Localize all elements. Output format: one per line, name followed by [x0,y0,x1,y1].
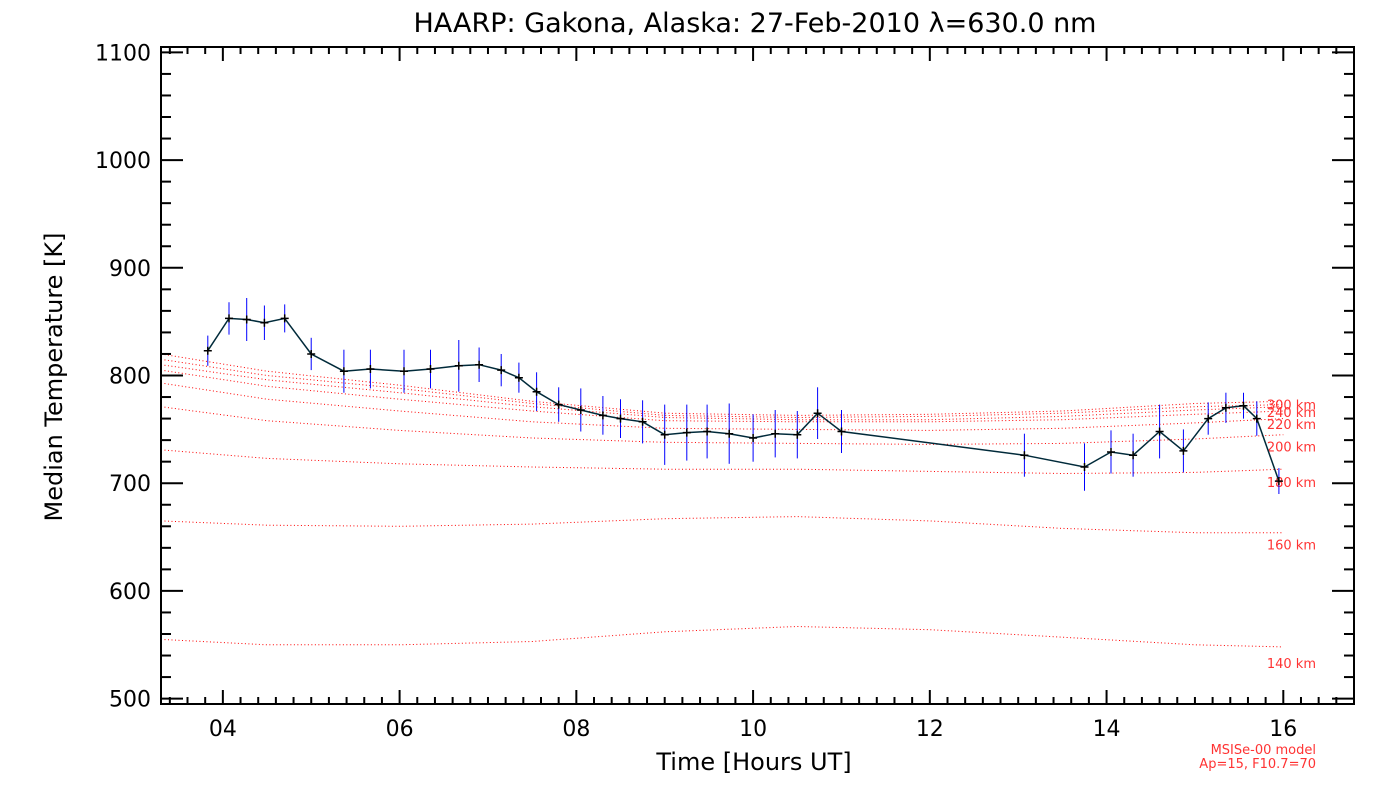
y-tick-label: 600 [109,580,151,605]
model-label: 200 km [1267,441,1316,456]
plot-frame [160,46,1355,705]
model-curve [160,625,1284,648]
model-curve [160,406,1284,445]
model-label: 300 km [1267,399,1316,414]
data-point [1239,401,1248,410]
data-point [1080,463,1089,471]
x-tick-label: 08 [562,717,590,742]
model-params-note: Ap=15, F10.7=70 [1199,757,1316,772]
data-point [1204,414,1213,423]
data-point [793,430,802,439]
data-point [307,350,316,358]
data-point [616,414,625,423]
model-curve [160,382,1284,431]
y-tick-label: 900 [109,257,151,282]
y-tick-label: 700 [109,472,151,497]
data-point [242,315,251,324]
model-curves [160,353,1284,648]
model-curve [160,449,1284,475]
data-point [598,411,607,420]
data-point [1274,477,1283,486]
model-note: MSISe-00 model [1211,743,1316,758]
data-point [1179,446,1188,455]
model-curve [160,358,1284,419]
data-point [532,387,541,396]
model-label: 160 km [1267,539,1316,554]
data-point [554,400,563,409]
x-tick-label: 14 [1093,717,1121,742]
x-tick-label: 10 [739,717,767,742]
data-point [225,314,233,323]
model-curve [160,516,1284,534]
model-label: 240 km [1267,406,1316,421]
y-tick-label: 1100 [95,41,151,66]
data-series [203,314,1283,486]
data-point [426,365,435,373]
axis-ticks: 04 06 08 10 12 14 16 500 600 700 800 900 1000 1100 [95,41,1355,742]
chart-title: HAARP: Gakona, Alaska: 27-Feb-2010 λ=630… [413,8,1096,39]
data-point [837,427,846,436]
model-label: 220 km [1267,418,1316,433]
data-point [682,428,691,437]
data-point [771,429,780,438]
data-point [514,373,523,382]
data-point [1020,451,1029,460]
x-axis-label: Time [Hours UT] [655,748,851,776]
data-point [1221,403,1230,412]
data-point [749,434,758,442]
data-point [280,314,289,323]
data-point [703,427,712,436]
data-point [1129,451,1138,460]
model-curve [160,364,1284,421]
y-tick-label: 500 [109,688,151,713]
x-tick-label: 16 [1269,717,1297,742]
data-point [475,360,484,369]
data-point [400,367,408,376]
y-tick-label: 800 [109,365,151,390]
data-point [1155,427,1164,436]
data-point [725,429,734,438]
data-point [576,406,585,414]
y-axis-label: Median Temperature [K] [40,232,68,521]
data-point [366,365,375,373]
y-tick-label: 1000 [95,149,151,174]
data-point [203,346,212,355]
data-point [260,318,269,327]
data-point [497,366,506,375]
model-label: 180 km [1267,476,1316,491]
series-line [207,317,1280,482]
x-tick-label: 06 [386,717,414,742]
data-point [660,430,669,439]
x-tick-label: 12 [916,717,944,742]
data-point [454,361,463,370]
data-point [1107,448,1115,456]
data-point [339,367,348,376]
x-tick-label: 04 [209,717,237,742]
error-bars [207,298,1280,494]
model-curve [160,369,1284,423]
data-point [1252,414,1261,423]
data-point [638,417,647,426]
data-point [813,409,822,418]
model-label: 140 km [1267,657,1316,672]
